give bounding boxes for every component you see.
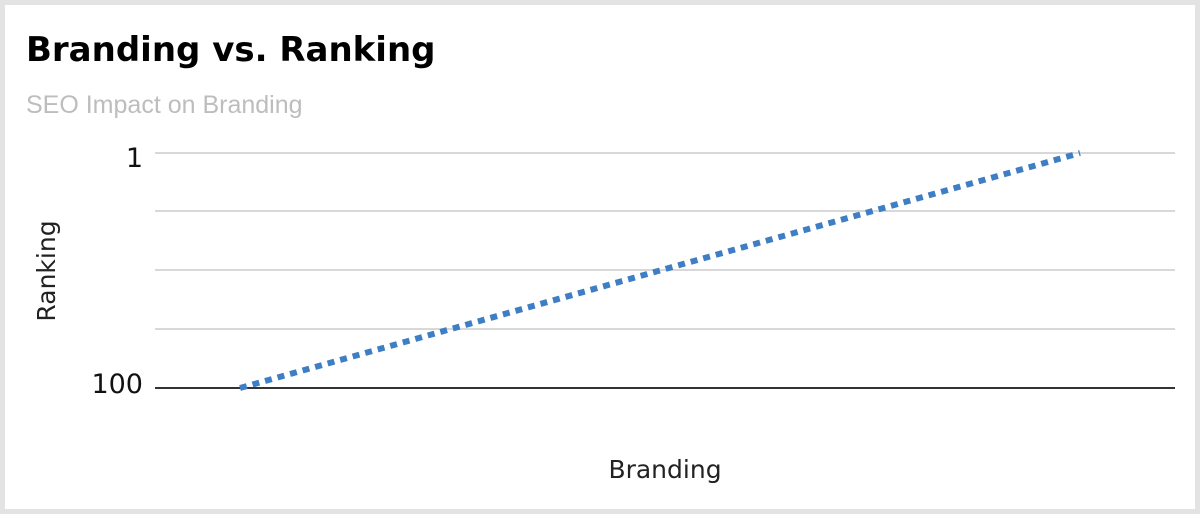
- y-tick-label-top: 1: [126, 143, 143, 174]
- series-line-0: [239, 150, 1081, 391]
- chart-subtitle: SEO Impact on Branding: [26, 91, 303, 119]
- chart-title: Branding vs. Ranking: [26, 30, 436, 70]
- gridlines: [155, 152, 1175, 389]
- series-layer: [239, 150, 1081, 391]
- x-axis-label: Branding: [608, 455, 721, 484]
- y-axis-label: Ranking: [32, 220, 61, 321]
- y-tick-label-bottom: 100: [91, 369, 143, 400]
